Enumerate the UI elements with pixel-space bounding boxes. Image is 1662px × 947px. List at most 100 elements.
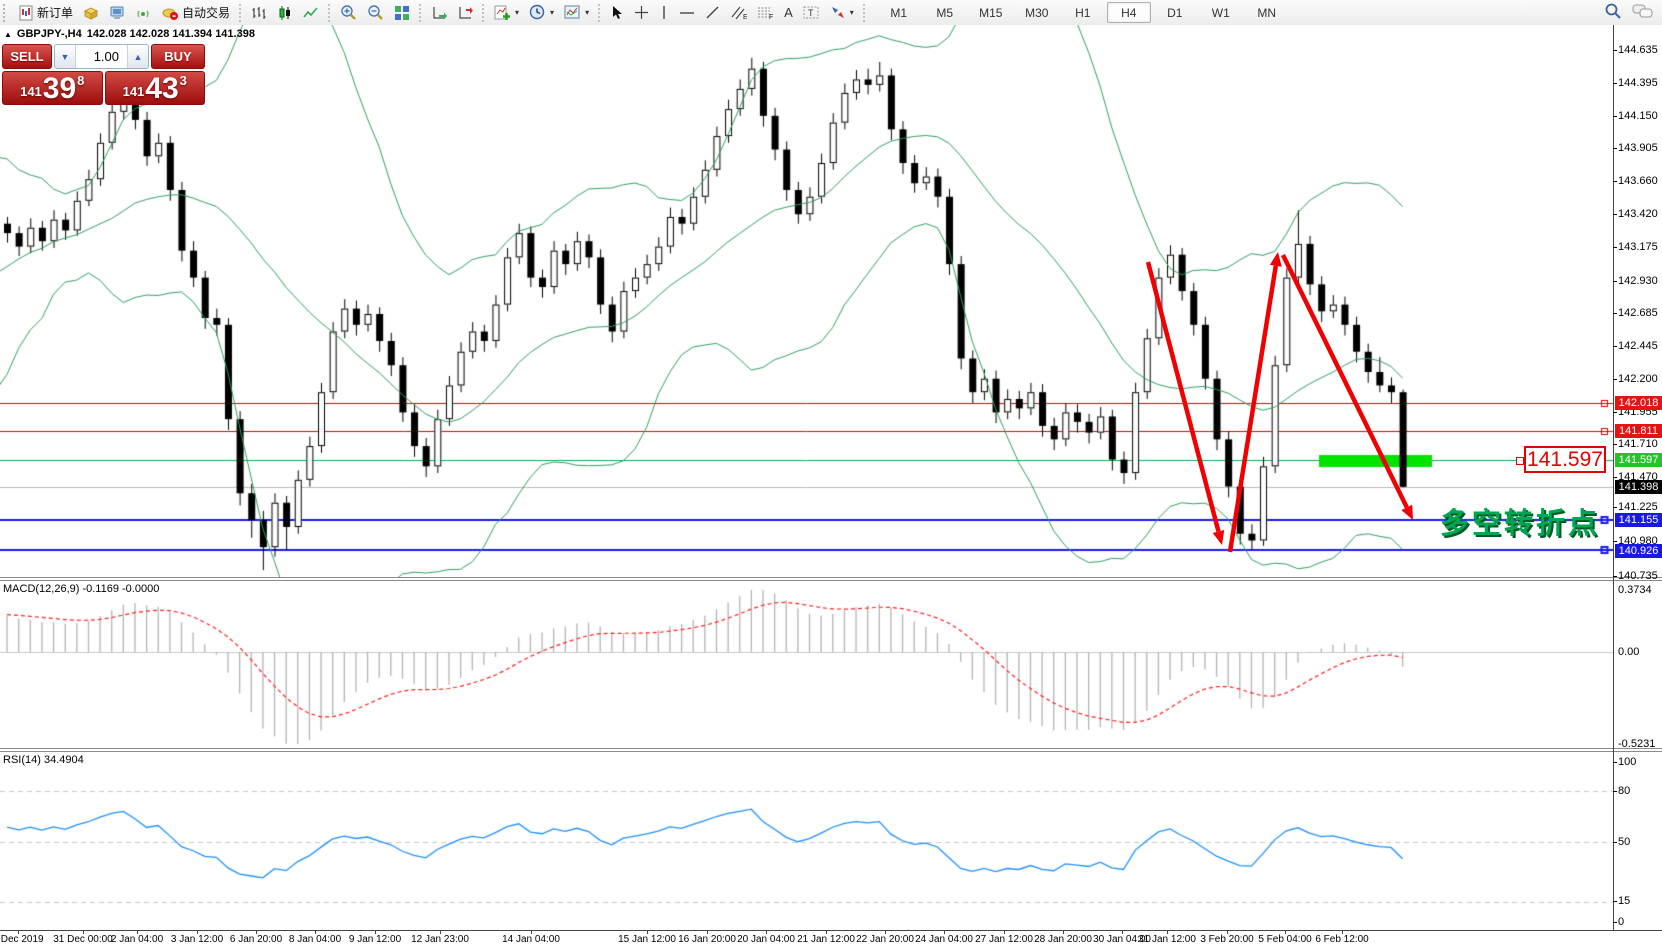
sell-price-main: 39	[42, 72, 77, 105]
chevron-down-icon: ▾	[515, 8, 520, 17]
time-axis-line	[0, 930, 1662, 931]
time-axis-tickmark	[647, 930, 648, 934]
horizontal-line-button[interactable]	[674, 1, 700, 24]
toolbar-separator	[419, 3, 422, 22]
buy-price-main: 43	[145, 72, 179, 105]
rsi-label: RSI(14) 34.4904	[3, 754, 84, 766]
time-axis-tickmark	[256, 930, 257, 934]
price-axis-tickmark	[1613, 148, 1617, 149]
chart-candles-button[interactable]	[272, 1, 298, 24]
toolbar-separator	[598, 3, 601, 22]
timeframe-button-m5[interactable]: M5	[936, 5, 954, 20]
terminal-button[interactable]	[104, 1, 130, 24]
text-button[interactable]: A	[779, 1, 798, 24]
label-button[interactable]: T	[798, 1, 825, 24]
timeframe-button-h4[interactable]: H4	[1106, 2, 1151, 23]
rsi-canvas[interactable]	[0, 751, 1613, 930]
signal-icon-button[interactable]	[130, 1, 156, 24]
new-order-icon	[18, 5, 34, 21]
timeframe-button-d1[interactable]: D1	[1167, 5, 1183, 20]
timeframe-button-m30[interactable]: M30	[1025, 5, 1049, 20]
timeframe-button-m1[interactable]: M1	[890, 5, 908, 20]
toolbar-separator	[328, 3, 331, 22]
macd-canvas[interactable]	[0, 580, 1613, 748]
turning-point-annotation[interactable]: 多空转折点	[1440, 508, 1601, 540]
price-axis-tickmark	[1613, 477, 1617, 478]
price-axis-tick: 142.685	[1618, 307, 1658, 319]
time-axis-tickmark	[1167, 930, 1168, 934]
time-axis-label: 22 Jan 20:00	[856, 934, 914, 945]
channel-button[interactable]: E	[725, 1, 752, 24]
price-axis-tickmark	[1613, 313, 1617, 314]
chart-line-button[interactable]	[298, 1, 324, 24]
chevron-down-icon: ▾	[550, 8, 555, 17]
tile-windows-button[interactable]	[389, 1, 415, 24]
time-axis-tickmark	[18, 930, 19, 934]
volume-decrease-button[interactable]: ▼	[55, 45, 76, 68]
terminal-icon	[109, 5, 125, 21]
toolbar-separator	[239, 3, 242, 22]
volume-input[interactable]: 1.00	[93, 49, 119, 64]
price-badge: 140.926	[1615, 544, 1662, 558]
time-axis-tickmark	[885, 930, 886, 934]
time-axis-label: 16 Jan 20:00	[678, 934, 736, 945]
price-badge: 141.155	[1615, 513, 1662, 527]
volume-increase-button[interactable]: ▲	[127, 45, 148, 68]
zoom-in-button[interactable]	[335, 1, 362, 24]
zoom-out-button[interactable]	[362, 1, 389, 24]
toolbar-right	[1604, 0, 1654, 25]
macd-label: MACD(12,26,9) -0.1169 -0.0000	[3, 583, 160, 595]
arrows-icon	[830, 5, 846, 20]
timeframe-button-mn[interactable]: MN	[1257, 5, 1277, 20]
price-axis-tick: 144.150	[1618, 110, 1658, 122]
auto-scroll-button[interactable]	[426, 1, 452, 24]
sell-button[interactable]: SELL	[2, 44, 52, 69]
main-chart-canvas[interactable]	[0, 25, 1613, 577]
timeframe-button-h1[interactable]: H1	[1075, 5, 1091, 20]
buy-button[interactable]: BUY	[151, 44, 205, 69]
tile-windows-icon	[394, 5, 410, 21]
buy-price-button[interactable]: 141 43 3	[104, 71, 205, 105]
sell-price-button[interactable]: 141 39 8	[2, 71, 103, 105]
rsi-axis-tickmark	[1613, 791, 1617, 792]
toolbar-separator	[862, 3, 866, 22]
profiles-button[interactable]	[78, 1, 104, 24]
cursor-button[interactable]	[605, 1, 629, 24]
crosshair-button[interactable]	[629, 1, 654, 24]
chevron-down-icon: ▾	[585, 8, 590, 17]
search-icon[interactable]	[1604, 2, 1622, 23]
timeframe-button-m15[interactable]: M15	[979, 5, 1003, 20]
periods-button[interactable]: ▾	[524, 1, 559, 24]
horizontal-line-icon	[679, 8, 695, 18]
time-axis-label: 31 Jan 12:00	[1138, 934, 1196, 945]
rsi-axis-tickmark	[1613, 901, 1617, 902]
timeframe-button-w1[interactable]: W1	[1211, 5, 1230, 20]
price-label-annotation[interactable]: 141.597	[1516, 446, 1606, 473]
price-axis-tickmark	[1613, 281, 1617, 282]
time-axis-label: 3 Jan 12:00	[170, 934, 224, 945]
rsi-axis-tickmark	[1613, 842, 1617, 843]
chart-line-icon	[303, 5, 319, 21]
time-axis-tickmark	[531, 930, 532, 934]
vertical-line-button[interactable]	[654, 1, 674, 24]
new-order-button[interactable]: 新订单	[13, 1, 78, 24]
fibonacci-button[interactable]: F	[752, 1, 779, 24]
chart-shift-button[interactable]	[452, 1, 478, 24]
chart-area[interactable]: ▲ GBPJPY-,H4 142.028 142.028 141.394 141…	[0, 25, 1662, 947]
rsi-axis-tick: 15	[1618, 895, 1631, 907]
indicators-button[interactable]: ▾	[489, 1, 524, 24]
toolbar-grip	[3, 3, 10, 22]
chat-icon[interactable]	[1632, 3, 1654, 23]
time-axis-tickmark	[137, 930, 138, 934]
time-axis-label: 28 Jan 20:00	[1034, 934, 1092, 945]
volume-spinner: ▼ 1.00 ▲	[54, 44, 149, 69]
arrows-button[interactable]: ▾	[825, 1, 859, 24]
chart-bars-button[interactable]	[246, 1, 272, 24]
auto-scroll-icon	[431, 5, 448, 21]
templates-button[interactable]: ▾	[559, 1, 594, 24]
autotrading-button[interactable]: 自动交易	[156, 1, 235, 24]
chart-candles-icon	[277, 5, 293, 21]
price-axis-tickmark	[1613, 507, 1617, 508]
time-axis-tickmark	[1342, 930, 1343, 934]
trendline-button[interactable]	[700, 1, 725, 24]
